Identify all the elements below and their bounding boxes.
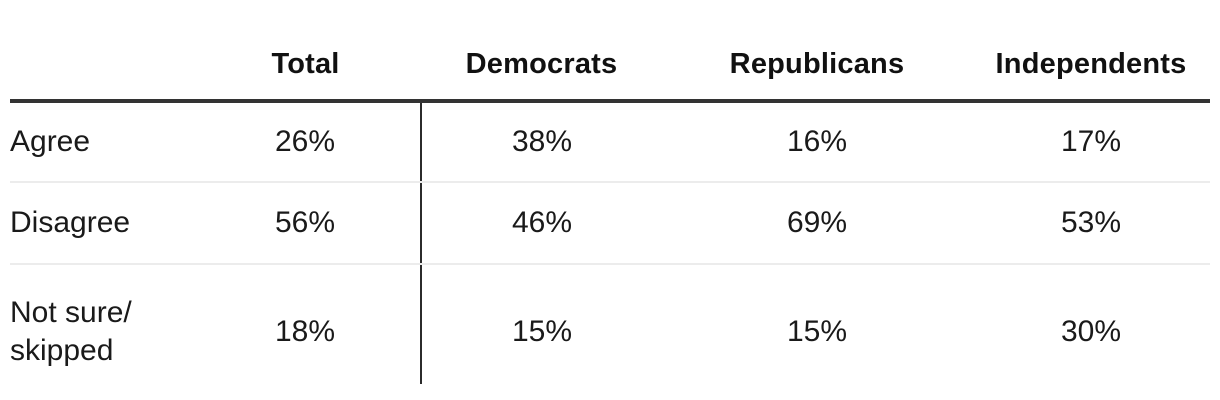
table-row-not-sure-skipped: Not sure/ skipped 18% 15% 15% 30% <box>10 264 1210 384</box>
poll-results-table-container: Total Democrats Republicans Independents… <box>10 30 1210 384</box>
column-header-republicans: Republicans <box>662 30 972 103</box>
table-row-disagree: Disagree 56% 46% 69% 53% <box>10 182 1210 265</box>
cell-notsure-democrats: 15% <box>420 264 662 384</box>
poll-results-table: Total Democrats Republicans Independents… <box>10 30 1210 384</box>
cell-agree-independents: 17% <box>972 101 1210 183</box>
row-label-not-sure-skipped: Not sure/ skipped <box>10 295 132 367</box>
header-corner-cell <box>10 30 190 103</box>
row-label-agree: Agree <box>10 101 190 183</box>
cell-disagree-republicans: 69% <box>662 182 972 265</box>
cell-notsure-independents: 30% <box>1060 314 1122 348</box>
column-header-independents: Independents <box>972 30 1210 103</box>
cell-agree-republicans: 16% <box>662 101 972 183</box>
cell-agree-democrats: 38% <box>420 101 662 183</box>
cell-disagree-independents: 53% <box>972 182 1210 265</box>
row-label-disagree: Disagree <box>10 182 190 265</box>
cell-disagree-democrats: 46% <box>420 182 662 265</box>
header-row: Total Democrats Republicans Independents <box>10 30 1210 103</box>
cell-notsure-total: 18% <box>274 314 336 348</box>
column-header-total: Total <box>190 30 421 103</box>
cell-disagree-total: 56% <box>190 182 421 265</box>
column-header-democrats: Democrats <box>421 30 662 103</box>
table-row-agree: Agree 26% 38% 16% 17% <box>10 101 1210 183</box>
cell-notsure-republicans: 15% <box>786 314 848 348</box>
cell-agree-total: 26% <box>190 101 421 183</box>
